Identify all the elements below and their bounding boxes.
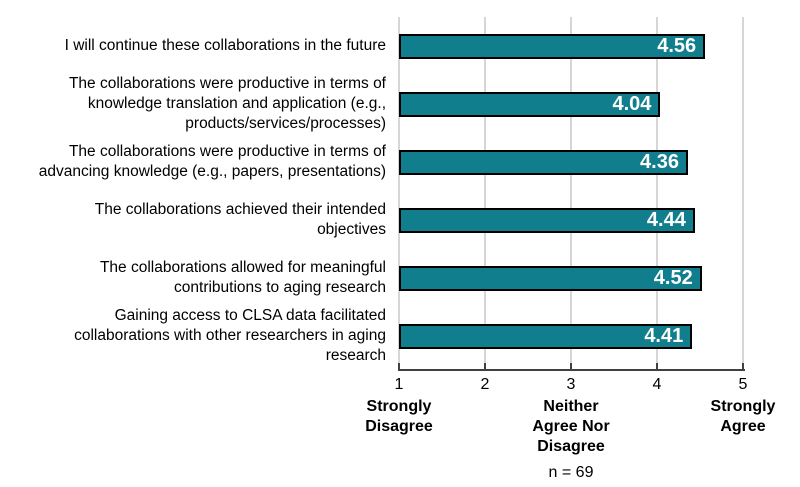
x-axis-tick: [570, 363, 572, 371]
bar: 4.04: [399, 91, 661, 117]
chart-rows: I will continue these collaborations in …: [0, 17, 743, 365]
category-label: The collaborations were productive in te…: [68, 75, 386, 132]
tick-number: 1: [394, 376, 404, 393]
x-axis-tick: [484, 363, 486, 371]
tick-number: 3: [566, 376, 576, 393]
gridline: [570, 17, 572, 370]
chart-row: The collaborations were productive in te…: [0, 133, 743, 191]
category-label: The collaborations achieved their intend…: [94, 201, 386, 238]
chart-row: The collaborations were productive in te…: [0, 75, 743, 133]
bar: 4.41: [399, 323, 693, 349]
category-label: I will continue these collaborations in …: [64, 37, 386, 54]
gridline: [742, 17, 744, 370]
x-axis-tick: [656, 363, 658, 371]
bar: 4.44: [399, 207, 695, 233]
category-label: Gaining access to CLSA data facilitated …: [74, 307, 386, 364]
bar-track: 4.41: [399, 307, 743, 365]
chart-row: The collaborations allowed for meaningfu…: [0, 249, 743, 307]
gridline: [656, 17, 658, 370]
bar-track: 4.04: [399, 75, 743, 133]
x-axis-tick-label: 1 Strongly Disagree: [365, 375, 433, 437]
category-label: The collaborations allowed for meaningfu…: [99, 259, 386, 296]
bar-track: 4.52: [399, 249, 743, 307]
tick-number: 5: [738, 376, 748, 393]
bar-value-label: 4.36: [640, 150, 679, 173]
plot-area: [398, 17, 744, 370]
x-axis-tick: [742, 363, 744, 371]
bar: 4.52: [399, 265, 702, 291]
bar-value-label: 4.04: [612, 92, 652, 115]
gridline: [398, 17, 400, 370]
tick-number: 2: [480, 376, 490, 393]
bar-value-label: 4.52: [653, 266, 693, 289]
x-axis-tick-label: 2: [481, 375, 490, 395]
bar: 4.36: [399, 149, 688, 175]
bar-value-label: 4.41: [644, 324, 684, 347]
bar-value-label: 4.44: [646, 208, 686, 231]
x-axis-tick: [398, 363, 400, 371]
tick-caption: Neither Agree Nor Disagree: [532, 398, 610, 455]
x-axis-tick-label: 3 Neither Agree Nor Disagree: [532, 375, 609, 457]
x-axis-tick-label: 5 Strongly Agree: [711, 375, 776, 437]
chart-row: Gaining access to CLSA data facilitated …: [0, 307, 743, 365]
sample-size-note: n = 69: [548, 464, 594, 481]
tick-caption: Strongly Agree: [710, 398, 776, 435]
bar-track: 4.44: [399, 191, 743, 249]
bar-track: 4.56: [399, 17, 743, 75]
chart-row: I will continue these collaborations in …: [0, 17, 743, 75]
gridline: [484, 17, 486, 370]
x-axis-tick-label: 4: [653, 375, 662, 395]
bar-value-label: 4.56: [657, 34, 697, 57]
category-label: The collaborations were productive in te…: [38, 143, 386, 180]
bar-track: 4.36: [399, 133, 743, 191]
tick-number: 4: [652, 376, 662, 393]
tick-caption: Strongly Disagree: [365, 398, 433, 435]
chart-row: The collaborations achieved their intend…: [0, 191, 743, 249]
bar: 4.56: [399, 33, 706, 59]
